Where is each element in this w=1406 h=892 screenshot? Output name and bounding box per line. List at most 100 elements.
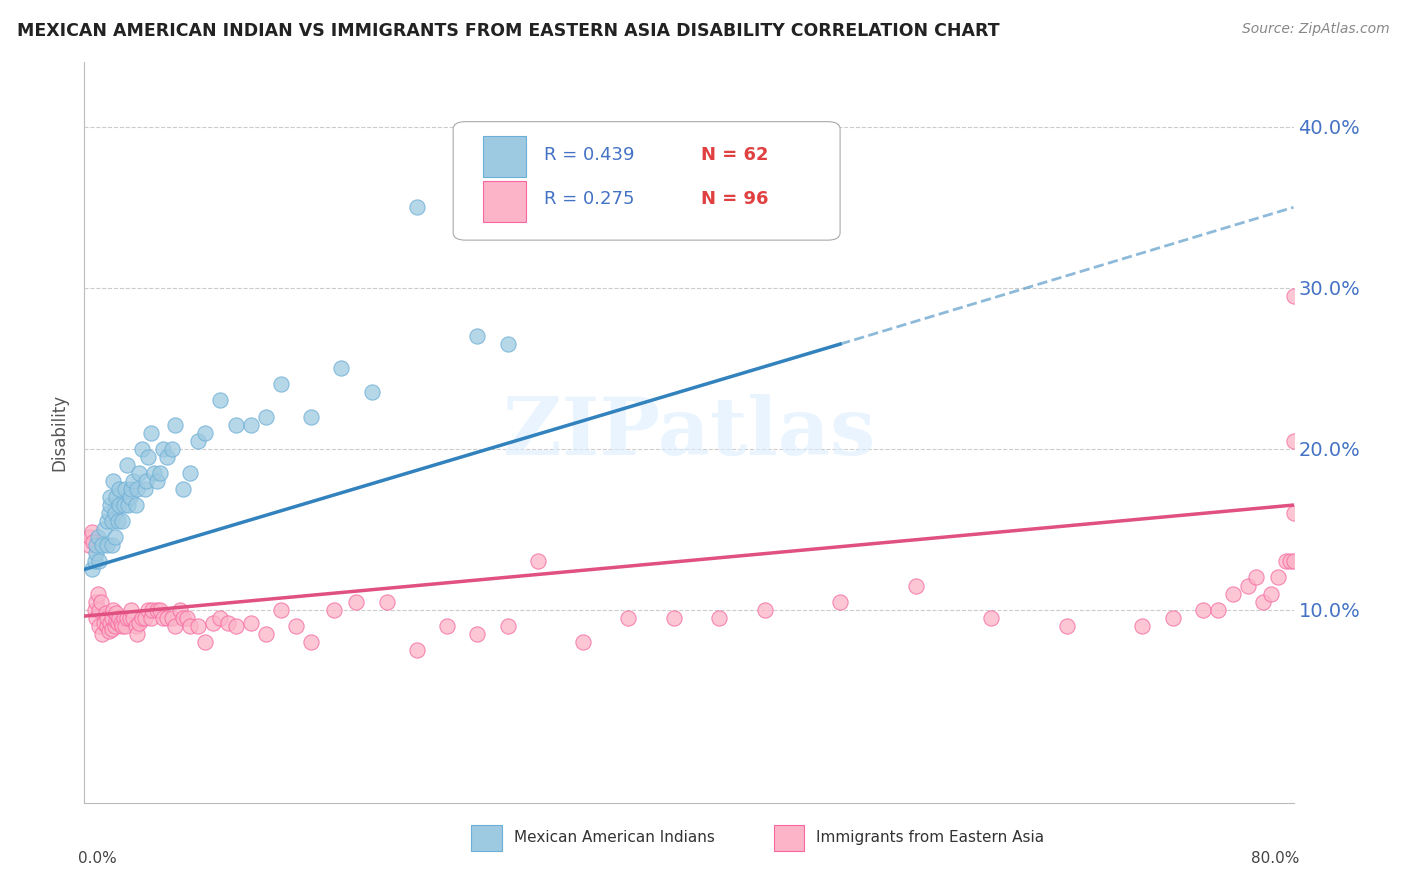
Point bbox=[101, 474, 124, 488]
Point bbox=[346, 594, 368, 608]
Point bbox=[467, 627, 489, 641]
Point bbox=[125, 619, 148, 633]
Point bbox=[1161, 610, 1184, 624]
Point bbox=[160, 442, 183, 456]
Point bbox=[239, 615, 262, 630]
Point bbox=[100, 610, 122, 624]
Point bbox=[77, 538, 100, 552]
Point bbox=[84, 602, 107, 616]
Point bbox=[87, 530, 110, 544]
Y-axis label: Disability: Disability bbox=[51, 394, 69, 471]
FancyBboxPatch shape bbox=[453, 121, 841, 240]
Point bbox=[110, 615, 132, 630]
Point bbox=[127, 482, 149, 496]
Point bbox=[1206, 602, 1229, 616]
Point bbox=[131, 610, 153, 624]
Point bbox=[1282, 506, 1305, 520]
Point bbox=[194, 635, 217, 649]
Point bbox=[330, 361, 353, 376]
FancyBboxPatch shape bbox=[484, 136, 526, 178]
Point bbox=[496, 619, 519, 633]
Point bbox=[1279, 554, 1302, 568]
Point bbox=[904, 578, 927, 592]
Point bbox=[86, 546, 108, 560]
Point bbox=[91, 627, 114, 641]
Point bbox=[146, 474, 169, 488]
Point bbox=[557, 200, 579, 214]
Point bbox=[194, 425, 217, 440]
Text: 80.0%: 80.0% bbox=[1251, 851, 1299, 866]
Point bbox=[100, 538, 122, 552]
Point bbox=[100, 622, 122, 636]
Point bbox=[375, 594, 398, 608]
Point bbox=[89, 602, 111, 616]
Point bbox=[98, 490, 121, 504]
Point bbox=[830, 594, 852, 608]
Point bbox=[112, 610, 135, 624]
Point bbox=[1267, 570, 1289, 584]
Point bbox=[108, 482, 131, 496]
Point bbox=[128, 615, 150, 630]
Point bbox=[111, 514, 134, 528]
Point bbox=[179, 466, 201, 480]
Point bbox=[90, 594, 112, 608]
Point bbox=[254, 627, 277, 641]
Point bbox=[86, 610, 108, 624]
Point bbox=[527, 554, 550, 568]
Point bbox=[239, 417, 262, 432]
Text: Source: ZipAtlas.com: Source: ZipAtlas.com bbox=[1241, 22, 1389, 37]
Point bbox=[179, 619, 201, 633]
Text: N = 96: N = 96 bbox=[702, 190, 769, 209]
Point bbox=[160, 610, 183, 624]
Point bbox=[187, 619, 209, 633]
Point bbox=[94, 606, 117, 620]
Point bbox=[172, 610, 194, 624]
Point bbox=[121, 474, 143, 488]
Point bbox=[285, 619, 308, 633]
Point bbox=[80, 525, 103, 540]
Point bbox=[142, 466, 165, 480]
Point bbox=[120, 482, 142, 496]
FancyBboxPatch shape bbox=[471, 825, 502, 851]
Point bbox=[120, 602, 142, 616]
Point bbox=[91, 538, 114, 552]
Point bbox=[156, 610, 179, 624]
Point bbox=[1244, 570, 1267, 584]
Point bbox=[111, 619, 134, 633]
Point bbox=[115, 458, 138, 472]
Point bbox=[141, 602, 163, 616]
Point bbox=[1282, 554, 1305, 568]
Point bbox=[104, 530, 127, 544]
Point bbox=[360, 385, 382, 400]
Point bbox=[406, 643, 429, 657]
Point bbox=[1130, 619, 1153, 633]
Point bbox=[754, 602, 776, 616]
Text: R = 0.275: R = 0.275 bbox=[544, 190, 634, 209]
Point bbox=[89, 554, 111, 568]
Point bbox=[96, 619, 118, 633]
Point bbox=[299, 635, 322, 649]
Point bbox=[662, 610, 685, 624]
Point bbox=[187, 434, 209, 448]
Point bbox=[225, 417, 247, 432]
Point bbox=[165, 619, 187, 633]
Point bbox=[108, 610, 131, 624]
Point bbox=[107, 615, 129, 630]
Point bbox=[270, 377, 292, 392]
Point bbox=[86, 594, 108, 608]
Point bbox=[146, 602, 169, 616]
Text: R = 0.439: R = 0.439 bbox=[544, 146, 634, 164]
Point bbox=[209, 610, 232, 624]
Point bbox=[136, 450, 159, 464]
Point bbox=[209, 393, 232, 408]
Point bbox=[709, 610, 731, 624]
Point bbox=[135, 474, 157, 488]
Point bbox=[1253, 594, 1275, 608]
Point bbox=[96, 514, 118, 528]
Point bbox=[131, 442, 153, 456]
Point bbox=[1282, 434, 1305, 448]
Point bbox=[115, 610, 138, 624]
Point bbox=[201, 615, 224, 630]
Point bbox=[270, 602, 292, 616]
Point bbox=[149, 602, 172, 616]
